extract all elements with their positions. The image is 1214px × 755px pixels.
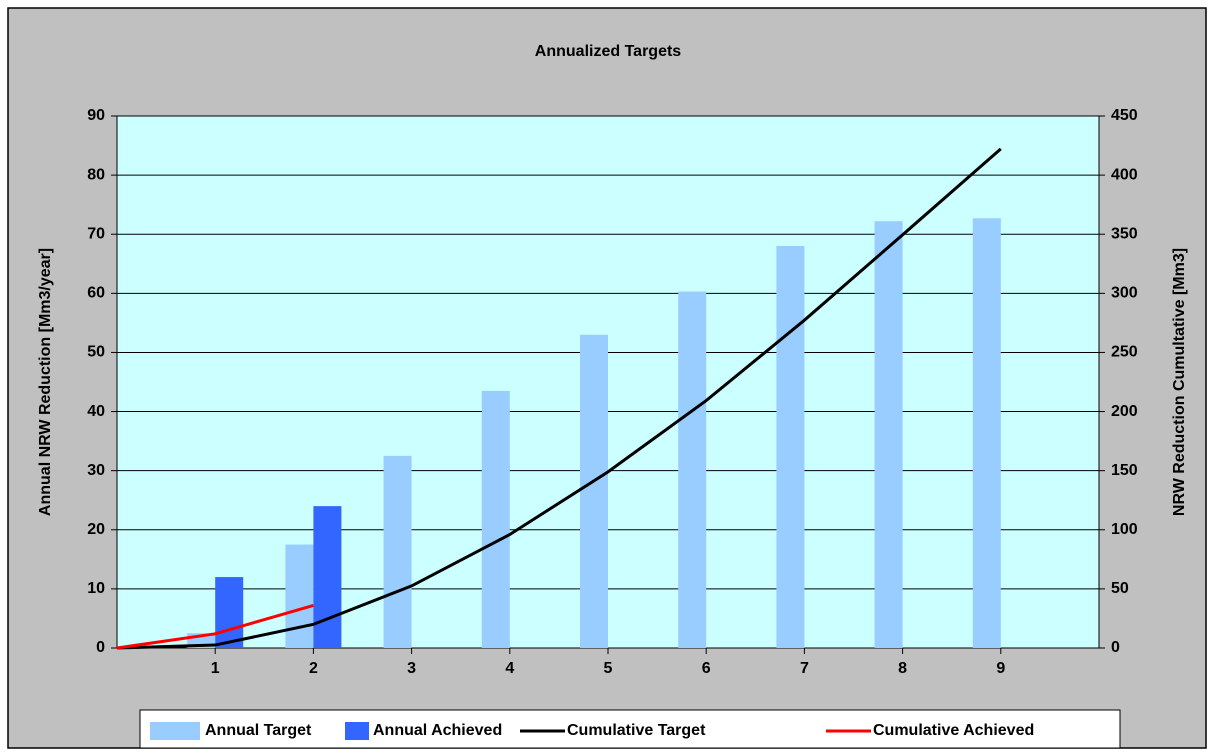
bar	[383, 455, 412, 648]
chart-title: Annualized Targets	[535, 43, 681, 60]
legend-label: Cumulative Achieved	[873, 722, 1034, 739]
y-tick-label: 10	[87, 580, 105, 597]
y-tick-label: 40	[87, 403, 105, 420]
y-tick-label: 50	[87, 344, 105, 361]
y-tick-label: 70	[87, 225, 105, 242]
line	[116, 147, 1002, 650]
legend-label: Annual Achieved	[373, 722, 502, 739]
bar	[580, 334, 608, 648]
x-tick-label: 6	[702, 660, 711, 677]
x-tick-label: 4	[505, 660, 514, 677]
x-tick-label: 8	[898, 660, 907, 677]
y-axis-title: Annual NRW Reduction [Mm3/year]	[37, 248, 54, 516]
y2-tick-label: 450	[1111, 107, 1138, 124]
y-tick-label: 90	[87, 107, 105, 124]
y2-tick-label: 200	[1111, 403, 1138, 420]
legend-label: Annual Target	[205, 722, 312, 739]
y-tick-label: 80	[87, 166, 105, 183]
y-tick-label: 0	[96, 639, 105, 656]
y2-tick-label: 350	[1111, 225, 1138, 242]
legend-swatch	[150, 722, 200, 740]
y2-tick-label: 300	[1111, 285, 1138, 302]
bar	[215, 577, 244, 648]
x-tick-label: 3	[407, 660, 416, 677]
legend-label: Cumulative Target	[567, 722, 706, 739]
y2-tick-label: 150	[1111, 462, 1138, 479]
legend-swatch	[345, 722, 369, 740]
bar	[313, 506, 342, 648]
y-tick-label: 60	[87, 285, 105, 302]
bar	[874, 221, 903, 648]
y2-tick-label: 400	[1111, 166, 1138, 183]
x-tick-label: 5	[604, 660, 613, 677]
bar	[678, 291, 707, 648]
line	[116, 603, 314, 650]
y2-tick-label: 100	[1111, 521, 1138, 538]
y2-tick-label: 50	[1111, 580, 1129, 597]
legend	[139, 709, 1121, 749]
y-tick-label: 20	[87, 521, 105, 538]
y2-axis-title: NRW Reduction Cumultative [Mm3]	[1171, 248, 1188, 516]
y-tick-label: 30	[87, 462, 105, 479]
bar	[285, 544, 314, 648]
x-tick-label: 9	[996, 660, 1005, 677]
x-tick-label: 1	[211, 660, 220, 677]
y2-tick-label: 250	[1111, 344, 1138, 361]
y2-tick-label: 0	[1111, 639, 1120, 656]
bar	[972, 218, 1001, 649]
bar	[481, 390, 510, 648]
bar	[776, 246, 805, 649]
x-tick-label: 2	[309, 660, 318, 677]
x-tick-label: 7	[800, 660, 809, 677]
